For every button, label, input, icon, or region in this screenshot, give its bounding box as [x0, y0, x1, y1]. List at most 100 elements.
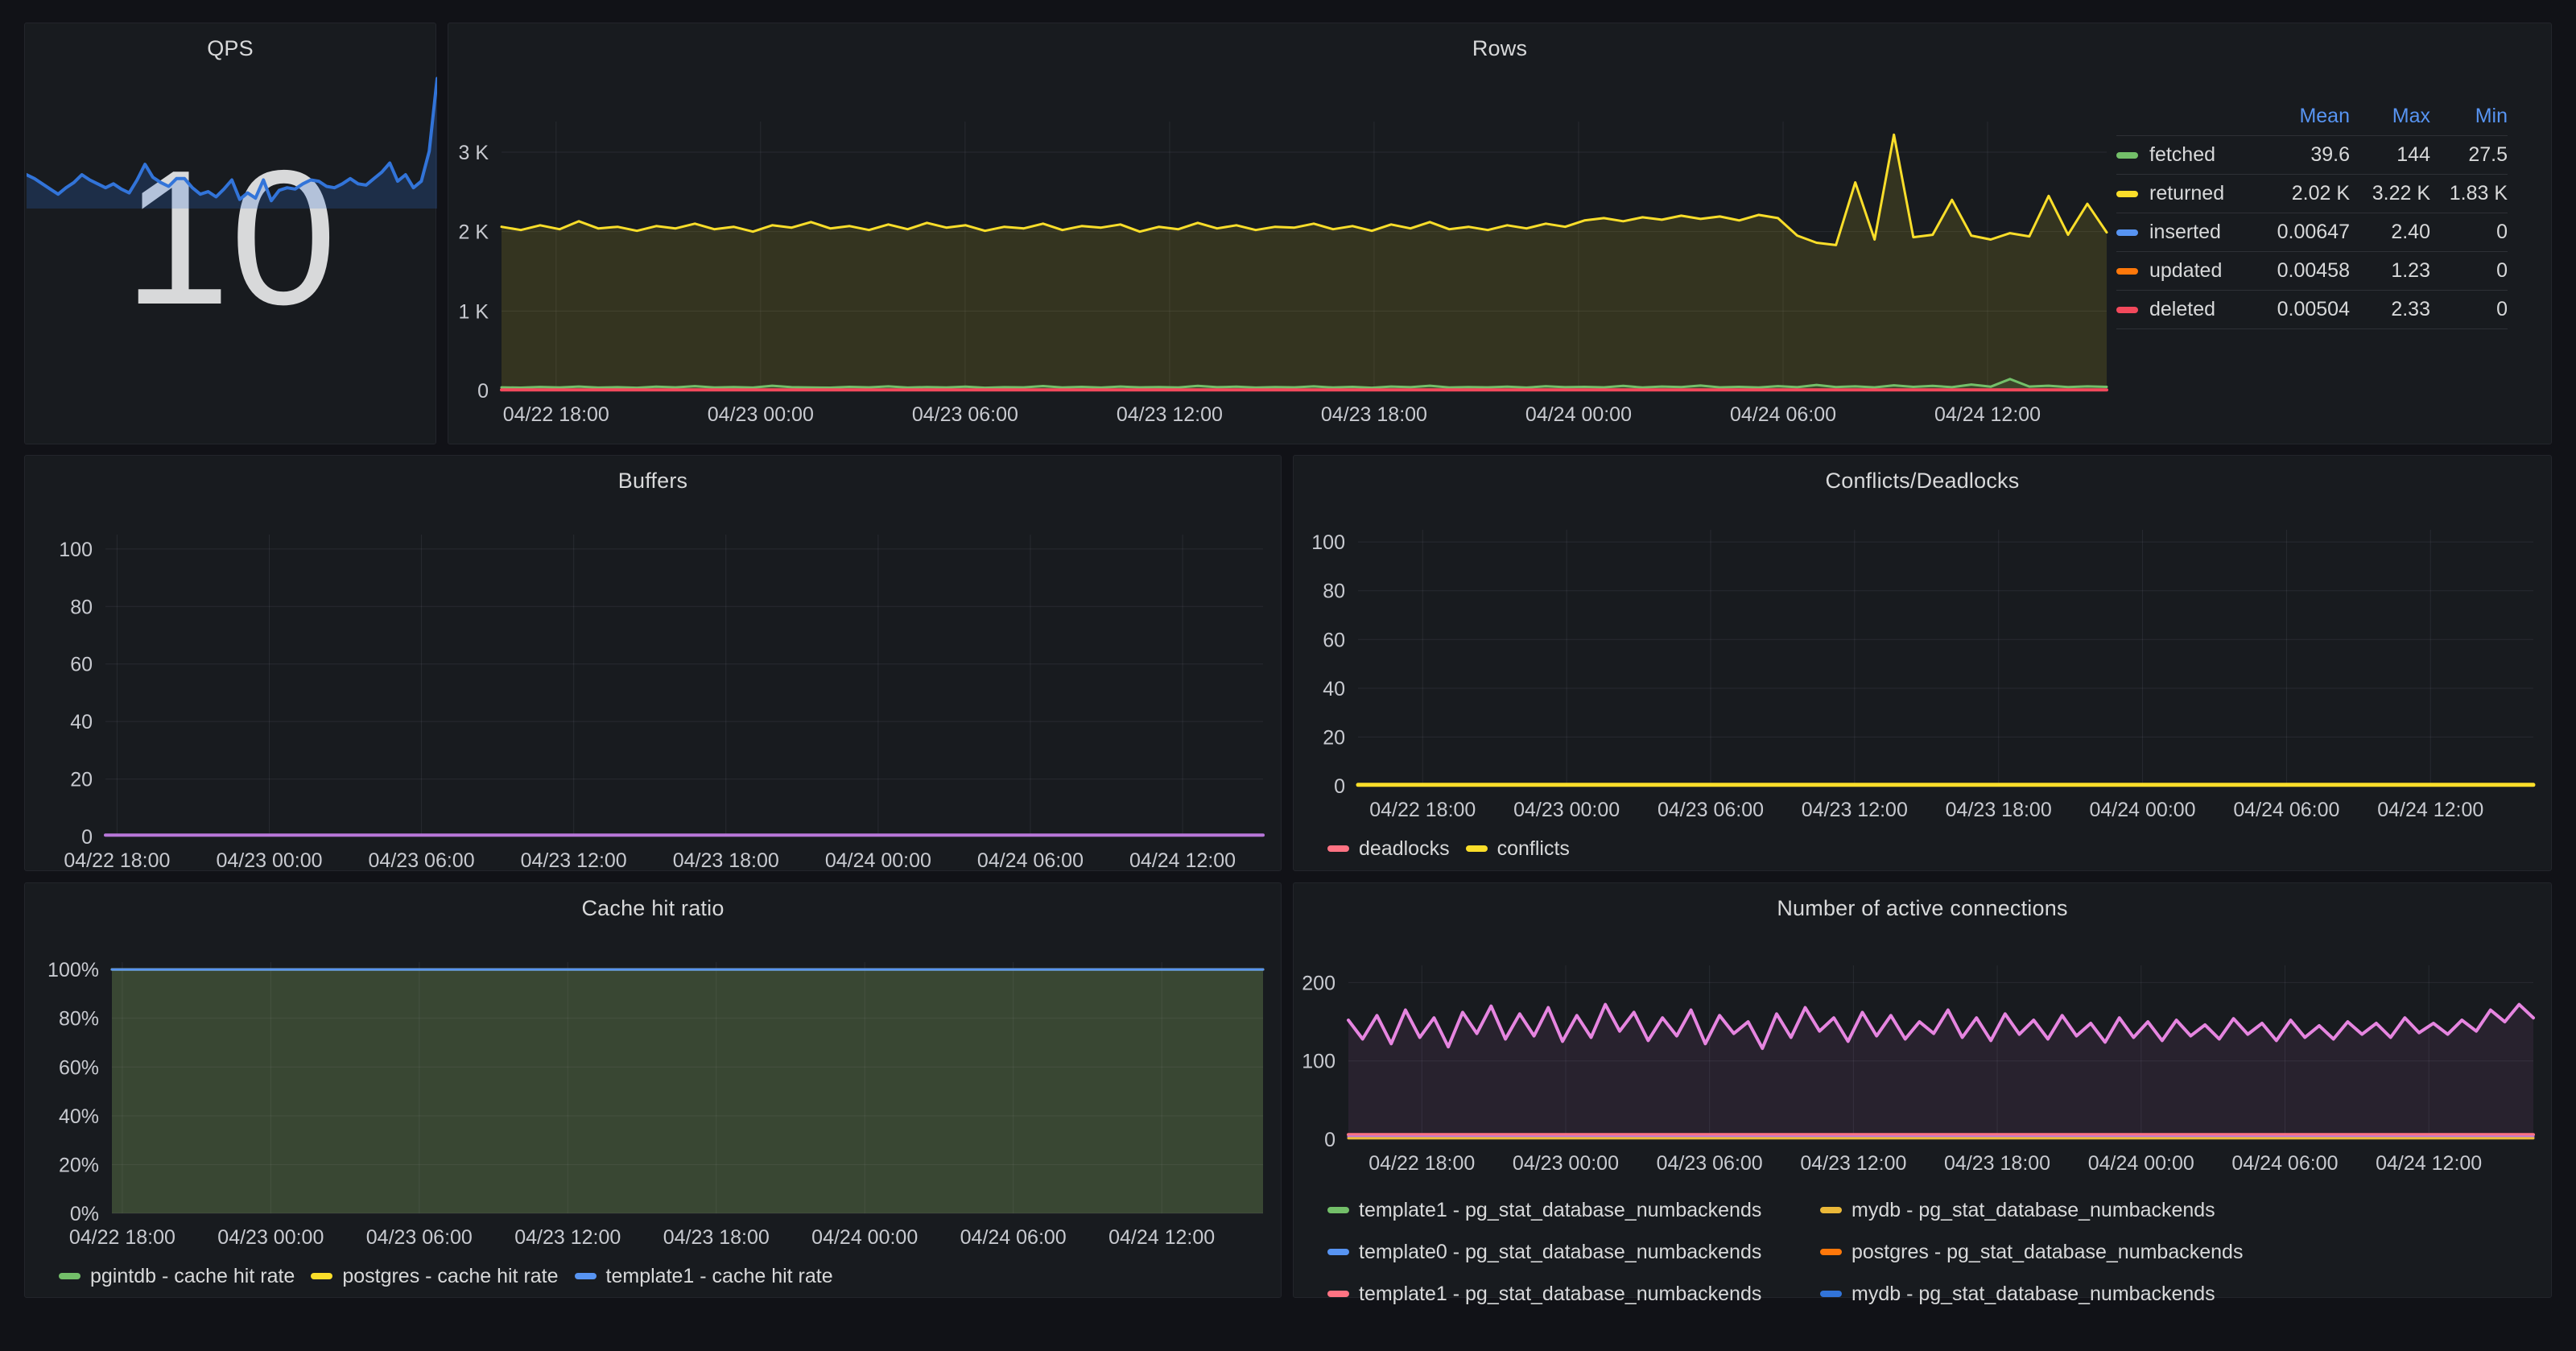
svg-text:04/24 00:00: 04/24 00:00: [825, 849, 931, 872]
legend-label: postgres - pg_stat_database_numbackends: [1852, 1240, 2244, 1263]
legend-row-deleted[interactable]: deleted 0.00504 2.33 0: [2116, 291, 2508, 329]
panel-title-buffers[interactable]: Buffers: [617, 468, 688, 493]
svg-text:04/24 12:00: 04/24 12:00: [1934, 403, 2041, 426]
conflicts-chart[interactable]: 04/22 18:00 04/23 00:00 04/23 06:00 04/23 1…: [1300, 506, 2545, 826]
legend-item-mydb-yellow[interactable]: mydb - pg_stat_database_numbackends: [1820, 1199, 2551, 1222]
svg-text:0: 0: [1334, 775, 1345, 798]
svg-text:04/23 18:00: 04/23 18:00: [1321, 403, 1427, 426]
svg-text:04/23 12:00: 04/23 12:00: [514, 1226, 621, 1249]
active-connections-chart[interactable]: 04/22 18:00 04/23 00:00 04/23 06:00 04/23 1…: [1300, 933, 2545, 1183]
svg-text:04/22 18:00: 04/22 18:00: [1369, 799, 1476, 821]
svg-text:200: 200: [1302, 972, 1335, 994]
legend-row-updated[interactable]: updated 0.00458 1.23 0: [2116, 252, 2508, 291]
panel-title-conflicts[interactable]: Conflicts/Deadlocks: [1825, 468, 2020, 493]
legend-item-deadlocks[interactable]: deadlocks: [1327, 837, 1450, 861]
qps-sparkline-chart[interactable]: [25, 70, 439, 209]
panel-title-cache[interactable]: Cache hit ratio: [581, 895, 724, 920]
legend-row-returned[interactable]: returned 2.02 K 3.22 K 1.83 K: [2116, 175, 2508, 213]
legend-label: postgres - cache hit rate: [342, 1264, 559, 1287]
svg-text:04/24 12:00: 04/24 12:00: [1129, 849, 1236, 872]
series-name: inserted: [2149, 221, 2221, 243]
series-mean: 0.00504: [2277, 298, 2350, 320]
panel-conflicts-deadlocks: Conflicts/Deadlocks 04/22 18:00 04/23 00:…: [1293, 455, 2552, 871]
legend-item-conflicts[interactable]: conflicts: [1465, 837, 1570, 861]
panel-title-rows[interactable]: Rows: [1472, 35, 1528, 60]
series-min: 0: [2496, 259, 2508, 282]
svg-text:04/24 06:00: 04/24 06:00: [2233, 799, 2339, 821]
panel-buffers: Buffers 04/22 18:00 04/23 00:00 04/23 06:0…: [24, 455, 1282, 872]
series-color-swatch: [1465, 845, 1488, 852]
svg-text:04/23 06:00: 04/23 06:00: [1657, 799, 1764, 821]
panel-title-connections[interactable]: Number of active connections: [1777, 895, 2068, 920]
rows-legend-table: Mean Max Min fetched 39.6 144 27.5 retur…: [2116, 73, 2537, 437]
svg-text:40%: 40%: [59, 1105, 99, 1128]
series-mean: 0.00647: [2277, 221, 2350, 243]
svg-text:0: 0: [81, 826, 93, 849]
svg-text:04/24 12:00: 04/24 12:00: [2376, 1152, 2482, 1175]
legend-item-template0-blue[interactable]: template0 - pg_stat_database_numbackends: [1327, 1241, 1820, 1264]
legend-item-postgres-orange[interactable]: postgres - pg_stat_database_numbackends: [1820, 1241, 2551, 1264]
panel-cache-hit-ratio: Cache hit ratio 04/22 18:00 04/23 00:00 04…: [24, 882, 1282, 1298]
svg-text:04/24 00:00: 04/24 00:00: [2090, 799, 2196, 821]
connections-legend: template1 - pg_stat_database_numbackends…: [1294, 1189, 2551, 1315]
legend-header-mean[interactable]: Mean: [2299, 105, 2350, 127]
svg-text:04/24 06:00: 04/24 06:00: [960, 1226, 1067, 1249]
svg-text:04/23 12:00: 04/23 12:00: [521, 849, 627, 872]
series-color-swatch: [2116, 190, 2138, 197]
svg-text:04/24 12:00: 04/24 12:00: [1108, 1226, 1215, 1249]
svg-text:04/23 00:00: 04/23 00:00: [1513, 799, 1620, 821]
legend-item-template1-green[interactable]: template1 - pg_stat_database_numbackends: [1327, 1199, 1820, 1222]
series-color-swatch: [59, 1273, 80, 1279]
legend-label: template1 - pg_stat_database_numbackends: [1359, 1198, 1762, 1221]
series-color-swatch: [1327, 1207, 1349, 1213]
svg-text:04/23 06:00: 04/23 06:00: [369, 849, 475, 872]
legend-item-postgres[interactable]: postgres - cache hit rate: [311, 1264, 559, 1288]
series-color-swatch: [311, 1273, 333, 1279]
legend-header-min[interactable]: Min: [2475, 105, 2508, 127]
series-name: updated: [2149, 259, 2223, 282]
svg-text:04/23 12:00: 04/23 12:00: [1800, 1152, 1906, 1175]
legend-header-max[interactable]: Max: [2392, 105, 2430, 127]
series-color-swatch: [1327, 1291, 1349, 1297]
svg-text:04/23 12:00: 04/23 12:00: [1117, 403, 1223, 426]
series-mean: 2.02 K: [2291, 182, 2350, 205]
rows-chart[interactable]: 04/22 18:00 04/23 00:00 04/23 06:00 04/23 1…: [448, 73, 2116, 437]
legend-label: template1 - cache hit rate: [605, 1264, 833, 1287]
svg-text:80: 80: [70, 596, 93, 618]
legend-row-fetched[interactable]: fetched 39.6 144 27.5: [2116, 136, 2508, 175]
legend-item-pgintdb[interactable]: pgintdb - cache hit rate: [59, 1265, 295, 1288]
series-name: returned: [2149, 182, 2225, 205]
svg-text:04/23 06:00: 04/23 06:00: [366, 1226, 473, 1249]
svg-text:0: 0: [1324, 1129, 1335, 1151]
series-max: 144: [2396, 143, 2430, 166]
svg-text:60: 60: [70, 654, 93, 676]
svg-text:3 K: 3 K: [458, 142, 489, 164]
buffers-chart[interactable]: 04/22 18:00 04/23 00:00 04/23 06:00 04/23 1…: [31, 506, 1274, 872]
svg-text:40: 40: [70, 711, 93, 733]
svg-text:60%: 60%: [59, 1056, 99, 1079]
svg-text:04/24 00:00: 04/24 00:00: [811, 1226, 918, 1249]
svg-text:04/23 18:00: 04/23 18:00: [673, 849, 779, 872]
svg-text:60: 60: [1323, 629, 1345, 651]
legend-label: mydb - pg_stat_database_numbackends: [1852, 1282, 2215, 1305]
svg-text:04/22 18:00: 04/22 18:00: [1368, 1152, 1475, 1175]
svg-text:04/24 06:00: 04/24 06:00: [2231, 1152, 2338, 1175]
svg-text:20%: 20%: [59, 1154, 99, 1176]
svg-text:04/24 12:00: 04/24 12:00: [2377, 799, 2483, 821]
panel-title-qps[interactable]: QPS: [207, 35, 254, 60]
svg-text:04/23 12:00: 04/23 12:00: [1802, 799, 1908, 821]
series-min: 0: [2496, 221, 2508, 243]
legend-item-template1[interactable]: template1 - cache hit rate: [574, 1264, 833, 1288]
legend-item-mydb-blue[interactable]: mydb - pg_stat_database_numbackends: [1820, 1283, 2551, 1306]
legend-label: mydb - pg_stat_database_numbackends: [1852, 1198, 2215, 1221]
series-max: 3.22 K: [2372, 182, 2430, 205]
legend-row-inserted[interactable]: inserted 0.00647 2.40 0: [2116, 213, 2508, 252]
series-min: 27.5: [2468, 143, 2508, 166]
svg-text:04/24 00:00: 04/24 00:00: [2088, 1152, 2194, 1175]
series-mean: 39.6: [2310, 143, 2350, 166]
legend-label: conflicts: [1496, 837, 1570, 860]
series-color-swatch: [1820, 1207, 1842, 1213]
svg-text:80%: 80%: [59, 1008, 99, 1031]
cache-hit-ratio-chart[interactable]: 04/22 18:00 04/23 00:00 04/23 06:00 04/23 1…: [31, 933, 1274, 1254]
legend-item-template1-red[interactable]: template1 - pg_stat_database_numbackends: [1327, 1283, 1820, 1306]
